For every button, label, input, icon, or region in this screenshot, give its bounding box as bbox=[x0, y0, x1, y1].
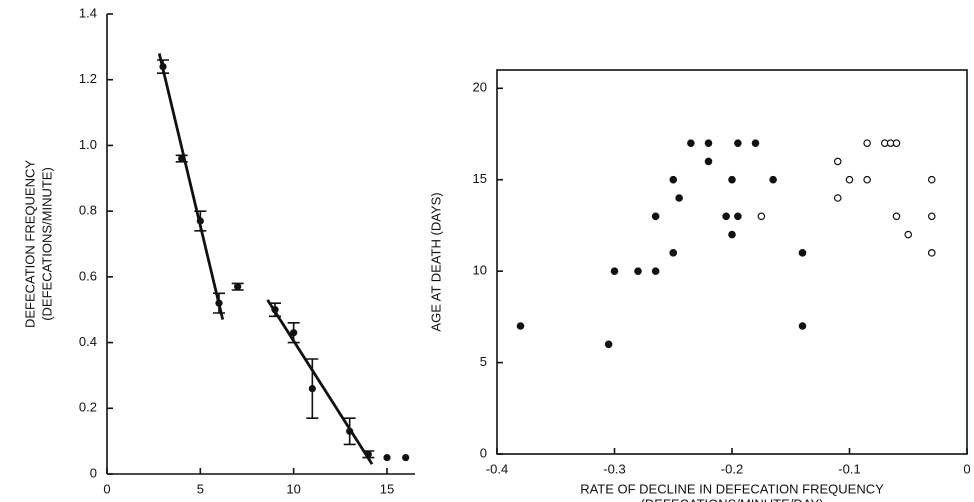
data-point bbox=[290, 329, 298, 337]
x-tick-label: -0.1 bbox=[838, 461, 860, 476]
data-point bbox=[728, 175, 736, 184]
data-point bbox=[610, 267, 619, 275]
data-point bbox=[845, 175, 854, 184]
data-point bbox=[833, 194, 842, 202]
data-point bbox=[215, 299, 223, 307]
data-point bbox=[704, 157, 713, 166]
y-tick-label: 0 bbox=[480, 445, 487, 460]
x-tick-label: -0.3 bbox=[603, 461, 625, 476]
data-point bbox=[383, 453, 391, 462]
data-point bbox=[651, 212, 660, 221]
x-tick-label: -0.2 bbox=[721, 461, 743, 476]
y-tick-label: 5 bbox=[480, 354, 487, 369]
data-point bbox=[892, 212, 901, 221]
y-axis-title: DEFECATION FREQUENCY bbox=[22, 160, 37, 328]
y-tick-label: 20 bbox=[473, 80, 487, 95]
data-point bbox=[728, 230, 736, 239]
y-tick-label: 0.8 bbox=[79, 203, 97, 218]
data-point bbox=[757, 212, 766, 221]
data-point bbox=[927, 212, 936, 221]
data-point bbox=[669, 175, 678, 184]
data-point bbox=[364, 450, 372, 458]
y-tick-label: 0.6 bbox=[79, 268, 97, 283]
fit-line bbox=[157, 53, 225, 320]
data-point bbox=[308, 384, 316, 393]
data-point bbox=[904, 230, 913, 239]
data-point bbox=[346, 427, 354, 435]
data-point bbox=[722, 212, 730, 221]
x-tick-label: 0 bbox=[963, 461, 970, 476]
data-point bbox=[798, 322, 807, 330]
data-point bbox=[604, 340, 613, 349]
y-tick-label: 15 bbox=[473, 171, 487, 186]
data-point bbox=[734, 212, 742, 221]
y-tick-label: 10 bbox=[473, 263, 487, 278]
y-tick-label: 1.0 bbox=[79, 137, 97, 152]
y-tick-label: 1.4 bbox=[79, 5, 97, 20]
x-tick-label: 5 bbox=[197, 481, 204, 496]
data-point bbox=[798, 249, 807, 257]
data-point bbox=[675, 194, 683, 202]
data-point bbox=[402, 453, 410, 462]
y-tick-label: 0.4 bbox=[79, 334, 97, 349]
data-point bbox=[751, 139, 760, 147]
data-point bbox=[687, 139, 695, 147]
plot-frame bbox=[496, 69, 968, 455]
data-point bbox=[833, 157, 842, 166]
data-point bbox=[704, 139, 713, 147]
data-point bbox=[769, 175, 777, 184]
x-tick-label: 0 bbox=[103, 481, 110, 496]
data-point bbox=[634, 267, 642, 275]
data-point bbox=[927, 249, 936, 257]
data-point bbox=[516, 322, 525, 330]
data-point bbox=[271, 306, 279, 314]
y-tick-label: 0.2 bbox=[79, 400, 97, 415]
x-tick-label: 10 bbox=[286, 481, 300, 496]
data-point bbox=[863, 175, 871, 184]
x-tick-label: 15 bbox=[380, 481, 394, 496]
y-axis-title: (DEFECATIONS/MINUTE) bbox=[39, 167, 54, 321]
data-point bbox=[196, 217, 204, 225]
data-point bbox=[734, 139, 742, 147]
y-tick-label: 1.2 bbox=[79, 71, 97, 86]
data-point bbox=[669, 249, 678, 257]
data-point bbox=[234, 283, 242, 291]
data-point bbox=[651, 267, 660, 275]
data-point bbox=[178, 154, 186, 163]
data-point bbox=[892, 139, 901, 147]
x-axis-title: (DEFECATIONS/MINUTE/DAY) bbox=[641, 496, 824, 502]
x-tick-label: -0.4 bbox=[486, 461, 508, 476]
data-point bbox=[927, 175, 936, 184]
data-point bbox=[863, 139, 871, 147]
y-axis-title: AGE AT DEATH (DAYS) bbox=[428, 192, 443, 331]
fit-line bbox=[266, 299, 374, 465]
data-point bbox=[159, 62, 167, 71]
y-tick-label: 0 bbox=[90, 465, 97, 480]
x-axis-title: RATE OF DECLINE IN DEFECATION FREQUENCY bbox=[580, 481, 884, 496]
